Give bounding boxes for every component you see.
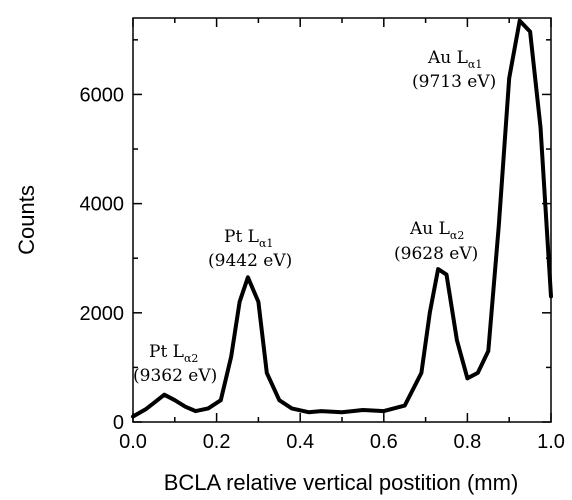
x-tick-label: 0.6 [370, 431, 398, 453]
y-tick-label: 2000 [80, 303, 125, 325]
x-tick-label: 0.2 [203, 431, 231, 453]
annotation-pt-la1-energy: (9442 eV) [208, 251, 292, 271]
y-tick-label: 0 [113, 412, 124, 434]
x-axis-ticks: 0.0 0.2 0.4 0.6 0.8 1.0 [119, 18, 565, 453]
annotation-au-la2-energy: (9628 eV) [394, 244, 478, 264]
x-tick-label: 0.0 [119, 431, 147, 453]
annotation-pt-la2-name: Pt Lα2 [149, 342, 198, 365]
x-tick-label: 0.4 [286, 431, 314, 453]
x-tick-label: 0.8 [453, 431, 481, 453]
y-axis-label: Counts [14, 185, 39, 255]
annotation-pt-la1-name: Pt Lα1 [224, 227, 273, 250]
annotation-au-la1-energy: (9713 eV) [412, 72, 496, 92]
series-line [131, 18, 553, 419]
y-axis-ticks: 0 2000 4000 6000 [80, 39, 551, 434]
annotation-pt-la2-energy: (9362 eV) [133, 366, 217, 386]
annotation-au-la2-name: Au Lα2 [409, 219, 464, 242]
annotation-au-la1-name: Au Lα1 [427, 48, 482, 71]
x-tick-label: 1.0 [537, 431, 565, 453]
y-tick-label: 4000 [80, 194, 125, 216]
x-axis-label: BCLA relative vertical postition (mm) [164, 470, 519, 495]
y-tick-label: 6000 [80, 84, 125, 106]
